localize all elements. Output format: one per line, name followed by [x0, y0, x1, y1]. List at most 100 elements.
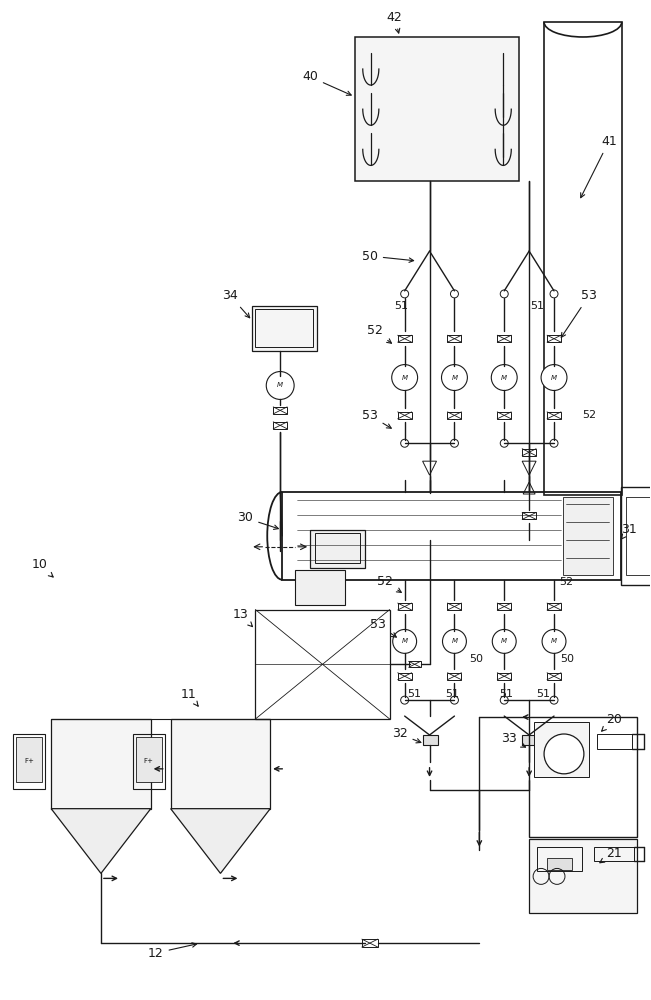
Bar — [253, 306, 317, 351]
Text: 52: 52 — [377, 575, 401, 592]
Text: 53: 53 — [561, 289, 597, 337]
Bar — [447, 335, 462, 342]
Bar — [497, 603, 511, 610]
Text: 11: 11 — [181, 688, 198, 706]
Text: 33: 33 — [501, 732, 525, 747]
Bar — [597, 734, 631, 749]
Bar — [409, 661, 421, 667]
Bar — [13, 734, 45, 789]
Polygon shape — [51, 809, 151, 873]
Circle shape — [542, 629, 566, 653]
Bar — [447, 603, 462, 610]
Text: 30: 30 — [238, 511, 279, 529]
Circle shape — [541, 365, 567, 390]
Bar — [171, 719, 270, 809]
Circle shape — [443, 629, 466, 653]
Bar — [16, 737, 42, 782]
Bar — [310, 530, 365, 568]
Text: M: M — [451, 375, 458, 381]
Bar — [447, 412, 462, 419]
Bar — [447, 673, 462, 680]
Text: 51: 51 — [395, 301, 409, 311]
Text: 20: 20 — [602, 713, 622, 731]
Bar — [422, 735, 437, 745]
Bar — [522, 512, 536, 519]
Text: 42: 42 — [387, 11, 402, 33]
Circle shape — [400, 696, 409, 704]
Bar — [315, 533, 360, 563]
Text: 51: 51 — [445, 689, 460, 699]
Text: 53: 53 — [370, 618, 396, 637]
Bar — [497, 673, 511, 680]
Text: 52: 52 — [559, 577, 573, 587]
Circle shape — [266, 372, 294, 399]
Bar — [273, 407, 287, 414]
Text: F+: F+ — [144, 758, 154, 764]
Text: M: M — [551, 375, 557, 381]
Text: M: M — [451, 638, 458, 644]
Text: 31: 31 — [621, 523, 637, 539]
Text: M: M — [277, 382, 283, 388]
Text: 50: 50 — [469, 654, 483, 664]
Text: 21: 21 — [600, 847, 622, 863]
Bar — [522, 449, 536, 456]
Bar — [621, 487, 651, 585]
Circle shape — [450, 439, 458, 447]
Text: 51: 51 — [408, 689, 422, 699]
Polygon shape — [171, 809, 270, 873]
Circle shape — [544, 734, 584, 774]
Bar — [537, 847, 582, 871]
Bar — [547, 603, 561, 610]
Text: 51: 51 — [530, 301, 544, 311]
Circle shape — [392, 365, 417, 390]
Bar — [355, 37, 519, 181]
Circle shape — [550, 439, 558, 447]
Bar — [594, 847, 633, 861]
Circle shape — [441, 365, 467, 390]
Text: M: M — [402, 375, 408, 381]
Text: 40: 40 — [302, 70, 351, 95]
Text: 12: 12 — [148, 943, 197, 960]
Bar — [362, 939, 378, 947]
Text: F+: F+ — [24, 758, 35, 764]
Circle shape — [492, 629, 516, 653]
Circle shape — [492, 365, 517, 390]
Bar — [255, 610, 390, 719]
Circle shape — [500, 696, 508, 704]
Circle shape — [400, 439, 409, 447]
Bar — [534, 722, 589, 777]
Text: 50: 50 — [560, 654, 574, 664]
Text: 50: 50 — [362, 250, 413, 263]
Bar — [544, 22, 622, 495]
Text: M: M — [501, 638, 507, 644]
Text: 41: 41 — [581, 135, 616, 198]
Bar — [133, 734, 165, 789]
Text: 52: 52 — [582, 410, 596, 420]
Bar — [529, 839, 637, 913]
Text: 51: 51 — [536, 689, 550, 699]
Text: 52: 52 — [367, 324, 391, 343]
Text: 10: 10 — [31, 558, 53, 577]
Bar — [497, 412, 511, 419]
Text: 34: 34 — [223, 289, 249, 318]
Bar — [398, 603, 411, 610]
Text: 32: 32 — [392, 727, 421, 743]
Text: M: M — [551, 638, 557, 644]
Bar — [563, 497, 613, 575]
Bar — [547, 335, 561, 342]
Bar — [282, 492, 621, 580]
Bar — [547, 412, 561, 419]
Text: 53: 53 — [362, 409, 391, 428]
Bar — [626, 497, 651, 575]
Bar — [547, 858, 572, 870]
Bar — [398, 335, 411, 342]
Bar — [255, 309, 313, 347]
Bar — [273, 422, 287, 429]
Bar — [522, 735, 537, 745]
Circle shape — [450, 696, 458, 704]
Text: 13: 13 — [232, 608, 253, 627]
Bar — [398, 412, 411, 419]
Bar — [547, 673, 561, 680]
Bar — [398, 673, 411, 680]
Bar — [497, 335, 511, 342]
